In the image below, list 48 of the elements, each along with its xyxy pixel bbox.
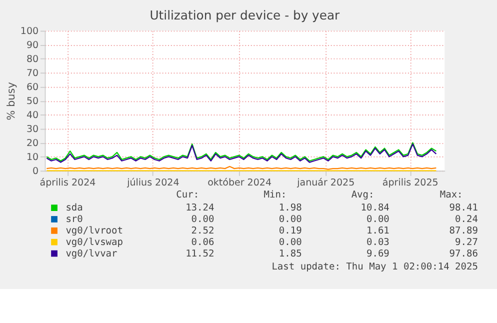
legend-label: sda [66, 202, 83, 214]
text: 1.61 [366, 226, 390, 237]
text: 0.00 [278, 214, 302, 226]
x-tick-label: július 2024 [126, 177, 180, 188]
legend-label: vg0/lvroot [66, 226, 123, 237]
text: Max: [440, 189, 463, 200]
legend-label: sr0 [66, 214, 84, 226]
text: Last update: Thu May 1 02:00:14 2025 [272, 262, 478, 273]
text: 98.41 [449, 202, 478, 214]
text: 0.03 [366, 236, 390, 248]
y-tick-label: 50 [26, 96, 39, 108]
text: 0.00 [278, 236, 302, 248]
text: 11.52 [186, 248, 214, 260]
legend-label: vg0/lvswap [66, 236, 124, 248]
text: 0.24 [455, 214, 478, 226]
text: 0.06 [191, 236, 214, 248]
y-tick-label: 100 [20, 26, 39, 38]
text: 2.52 [191, 226, 214, 237]
y-tick-label: 70 [26, 68, 39, 80]
text: Min: [264, 189, 287, 200]
y-tick-label: 90 [26, 40, 39, 52]
text: 9.69 [366, 248, 390, 260]
text: 1.85 [278, 248, 302, 260]
y-axis-title: % busy [6, 82, 18, 120]
text: 0.00 [191, 214, 214, 226]
text: 0.00 [366, 214, 390, 226]
chart-title: Utilization per device - by year [150, 8, 341, 22]
legend-label: vg0/lvvar [66, 248, 118, 260]
x-tick-label: január 2025 [296, 177, 355, 188]
text: 9.27 [455, 236, 478, 248]
y-tick-label: 80 [26, 54, 39, 66]
text: 1.98 [278, 202, 302, 214]
y-tick-label: 30 [26, 124, 39, 136]
y-tick-label: 40 [26, 110, 39, 122]
y-tick-label: 10 [26, 152, 39, 164]
text: 10.84 [360, 202, 390, 214]
text: 13.24 [186, 202, 214, 214]
text: Avg: [351, 189, 374, 200]
y-tick-label: 20 [26, 138, 39, 150]
y-tick-label: 60 [26, 82, 39, 94]
x-tick-label: április 2025 [382, 177, 438, 188]
text: 97.86 [449, 248, 478, 260]
x-tick-label: október 2024 [208, 177, 272, 188]
text: 0.19 [278, 226, 302, 237]
y-tick-label: 0 [32, 166, 39, 178]
text: 87.89 [449, 226, 478, 237]
x-tick-label: április 2024 [40, 177, 96, 188]
text: Cur: [176, 189, 200, 200]
